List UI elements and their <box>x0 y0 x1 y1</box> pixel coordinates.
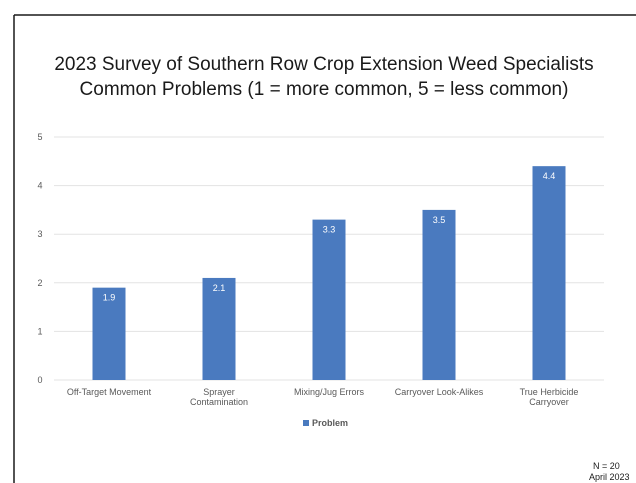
bar <box>92 287 126 380</box>
date-note: April 2023 <box>589 472 630 482</box>
category-label: Mixing/Jug Errors <box>294 387 365 397</box>
legend-swatch <box>303 420 309 426</box>
y-tick-label: 4 <box>37 181 42 191</box>
legend: Problem <box>303 418 348 428</box>
category-label: Off-Target Movement <box>67 387 152 397</box>
data-label: 3.3 <box>323 225 336 235</box>
bar <box>422 209 456 380</box>
data-label: 3.5 <box>433 215 446 225</box>
data-labels: 1.9 2.1 3.3 3.5 4.4 <box>103 171 556 303</box>
y-axis-ticks: 0 1 2 3 4 5 <box>37 132 42 385</box>
chart-title: 2023 Survey of Southern Row Crop Extensi… <box>54 54 593 75</box>
data-label: 4.4 <box>543 171 556 181</box>
y-tick-label: 1 <box>37 326 42 336</box>
bar <box>202 277 236 380</box>
category-label: True Herbicide <box>520 387 579 397</box>
bar <box>532 166 566 380</box>
chart-subtitle: Common Problems (1 = more common, 5 = le… <box>80 79 569 100</box>
category-label: Carryover <box>529 397 569 407</box>
y-tick-label: 0 <box>37 375 42 385</box>
y-tick-label: 3 <box>37 229 42 239</box>
bars <box>92 166 566 380</box>
bar <box>312 219 346 380</box>
y-tick-label: 5 <box>37 132 42 142</box>
y-tick-label: 2 <box>37 278 42 288</box>
data-label: 2.1 <box>213 283 226 293</box>
category-label: Carryover Look-Alikes <box>395 387 484 397</box>
data-label: 1.9 <box>103 293 116 303</box>
sample-size-note: N = 20 <box>593 461 620 471</box>
legend-label: Problem <box>312 418 348 428</box>
category-label: Sprayer <box>203 387 235 397</box>
category-label: Contamination <box>190 397 248 407</box>
